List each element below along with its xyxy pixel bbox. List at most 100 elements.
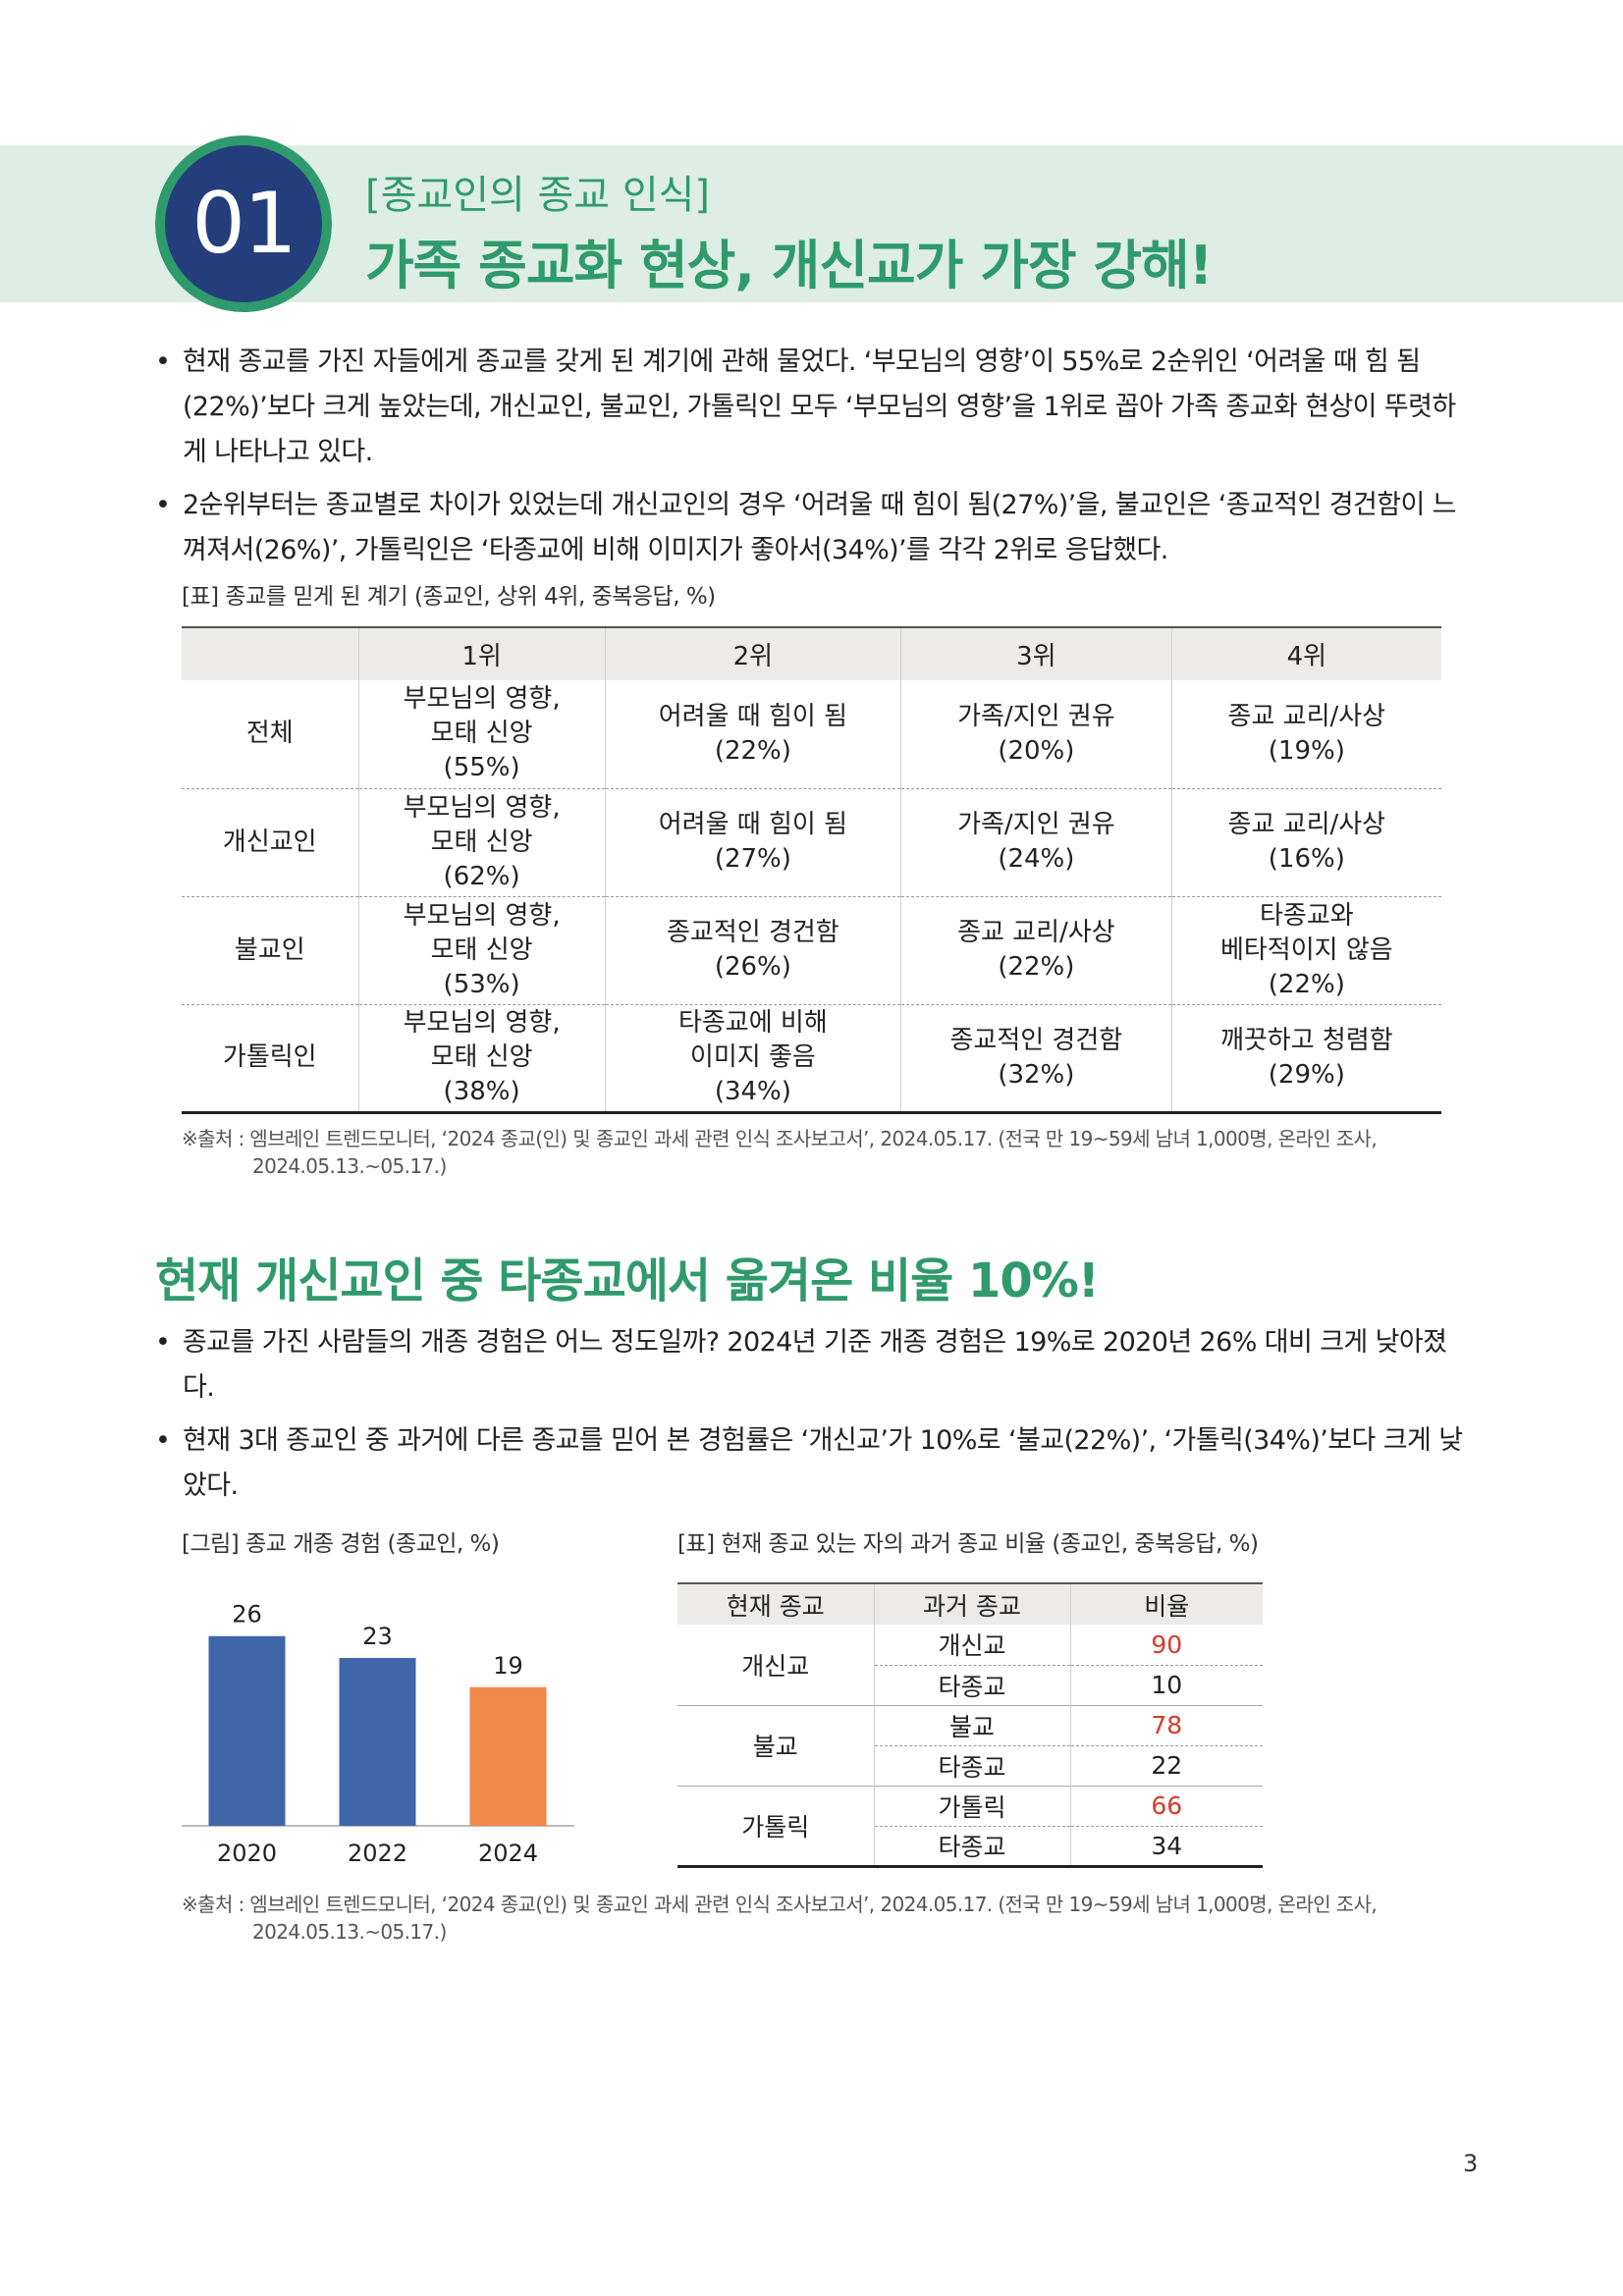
past-religion-cell: 개신교 <box>873 1625 1070 1665</box>
group-label: 불교 <box>677 1704 874 1786</box>
bullet-item: • 현재 종교를 가진 자들에게 종교를 갖게 된 계기에 관해 물었다. ‘부모… <box>155 340 1471 475</box>
ratio-cell: 34 <box>1069 1825 1263 1866</box>
cell-line: 모태 신앙 <box>430 827 533 857</box>
bullet-item: • 종교를 가진 사람들의 개종 경험은 어느 정도일까? 2024년 기준 개종… <box>155 1320 1471 1411</box>
table-cell: 부모님의 영향, 모태 신앙 (38%) <box>357 1003 606 1112</box>
table-header-cell <box>182 627 358 680</box>
source-line: 2024.05.13.~05.17.) <box>252 1154 447 1178</box>
table-cell: 종교 교리/사상 (19%) <box>1170 680 1441 788</box>
table-row: 불교 불교 78 <box>677 1704 1263 1786</box>
cell-line: 깨끗하고 청렴함 <box>1219 1025 1393 1055</box>
past-religion-cell: 불교 <box>873 1704 1070 1745</box>
cell-line: 타종교와 <box>1259 900 1354 931</box>
cell-line: (34%) <box>714 1077 791 1106</box>
cell-line: 종교적인 경건함 <box>667 918 839 947</box>
cell-line: (22%) <box>1268 969 1345 999</box>
table-row: 불교인 부모님의 영향, 모태 신앙 (53%) 종교적인 경건함 (26%) 종교 교리/… <box>182 895 1441 1004</box>
chart-caption: [그림] 종교 개종 경험 (종교인, %) <box>182 1531 500 1557</box>
bullet-item: • 현재 3대 종교인 중 과거에 다른 종교를 믿어 본 경험률은 ‘개신교’가… <box>155 1418 1471 1509</box>
table2-caption: [표] 현재 종교 있는 자의 과거 종교 비율 (종교인, 중복응답, %) <box>677 1531 1259 1557</box>
cell-line: 종교 교리/사상 <box>1227 701 1386 731</box>
source-note: ※출처 : 엠브레인 트렌드모니터, ‘2024 종교(인) 및 종교인 과세 … <box>182 1125 1378 1180</box>
cell-line: (20%) <box>998 735 1075 766</box>
cell-line: 부모님의 영향, <box>403 1008 561 1038</box>
table-row: 전체 부모님의 영향, 모태 신앙 (55%) 어려울 때 힘이 됨 (22%) 가족/지인… <box>182 680 1441 788</box>
bullet-text: 현재 3대 종교인 중 과거에 다른 종교를 믿어 본 경험률은 ‘개신교’가 … <box>183 1425 1463 1501</box>
ratio-cell: 22 <box>1069 1744 1263 1786</box>
table-header-cell: 과거 종교 <box>873 1583 1070 1625</box>
table-cell: 어려울 때 힘이 됨 (22%) <box>604 680 901 788</box>
table-header-row: 현재 종교 과거 종교 비율 <box>677 1583 1263 1625</box>
cell-line: 종교 교리/사상 <box>957 918 1115 947</box>
cell-line: (62%) <box>443 861 520 891</box>
source-line: ※출처 : 엠브레인 트렌드모니터, ‘2024 종교(인) 및 종교인 과세 … <box>182 1127 1378 1150</box>
past-religion-cell: 타종교 <box>873 1744 1070 1786</box>
table-row: 개신교 개신교 90 <box>677 1625 1263 1681</box>
bar-2022 <box>339 1658 416 1826</box>
table-header-cell: 1위 <box>357 627 606 680</box>
cell-line: (32%) <box>998 1059 1075 1090</box>
source-line: ※출처 : 엠브레인 트렌드모니터, ‘2024 종교(인) 및 종교인 과세 … <box>182 1893 1378 1916</box>
cell-line: (27%) <box>714 844 791 874</box>
row-label: 전체 <box>245 719 294 749</box>
cell-line: 모태 신앙 <box>430 719 533 749</box>
cell-line: (26%) <box>714 952 791 982</box>
motive-table: 1위 2위 3위 4위 전체 부모님의 영향, 모태 신앙 (55%) 어려울 때 힘이… <box>182 626 1441 1114</box>
past-religion-cell: 타종교 <box>873 1664 1070 1705</box>
table-cell: 깨끗하고 청렴함 (29%) <box>1170 1003 1441 1112</box>
ratio-cell: 78 <box>1069 1704 1263 1745</box>
table-cell: 종교 교리/사상 (22%) <box>900 895 1172 1004</box>
cell-line: 가족/지인 권유 <box>957 701 1115 731</box>
source-note: ※출처 : 엠브레인 트렌드모니터, ‘2024 종교(인) 및 종교인 과세 … <box>182 1891 1378 1946</box>
cell-line: (53%) <box>443 969 520 999</box>
table-cell: 부모님의 영향, 모태 신앙 (62%) <box>357 787 606 896</box>
cell-line: 종교적인 경건함 <box>949 1025 1123 1055</box>
table-header-cell: 비율 <box>1069 1583 1263 1625</box>
bullet-dot-icon: • <box>155 1327 171 1358</box>
cell-line: 어려울 때 힘이 됨 <box>658 810 847 839</box>
past-religion-cell: 가톨릭 <box>873 1785 1070 1826</box>
bar-2024 <box>469 1686 547 1826</box>
cell-line: (38%) <box>443 1077 520 1106</box>
conversion-bar-chart: 26 2020 23 2022 19 2024 <box>182 1601 574 1867</box>
past-religion-cell: 타종교 <box>873 1825 1070 1866</box>
cell-line: (55%) <box>443 753 520 783</box>
group-label: 가톨릭 <box>677 1785 874 1866</box>
source-line: 2024.05.13.~05.17.) <box>252 1920 447 1944</box>
bullet-dot-icon: • <box>155 347 171 377</box>
section2-headline: 현재 개신교인 중 타종교에서 옮겨온 비율 10%! <box>155 1254 1100 1308</box>
cell-line: (16%) <box>1268 844 1345 874</box>
table-row: 가톨릭 가톨릭 66 <box>677 1785 1263 1866</box>
x-tick-label: 2020 <box>217 1840 277 1867</box>
cell-line: 부모님의 영향, <box>403 900 561 931</box>
table-cell: 타종교와 베타적이지 않음 (22%) <box>1170 895 1441 1004</box>
table-cell: 어려울 때 힘이 됨 (27%) <box>604 787 901 896</box>
cell-line: 타종교에 비해 <box>677 1008 828 1038</box>
section-kicker: [종교인의 종교 인식] <box>365 173 711 218</box>
data-label: 19 <box>493 1652 523 1680</box>
row-label: 가톨릭인 <box>182 1003 358 1112</box>
table-row: 타종교 34 <box>677 1825 1263 1866</box>
cell-line: 모태 신앙 <box>430 934 533 965</box>
table-cell: 종교적인 경건함 (32%) <box>900 1003 1172 1112</box>
group-label: 개신교 <box>741 1651 810 1681</box>
table-cell: 가족/지인 권유 (20%) <box>900 680 1172 788</box>
x-tick-label: 2022 <box>348 1840 407 1867</box>
cell-line: (22%) <box>998 952 1075 982</box>
bullet-text: 2순위부터는 종교별로 차이가 있었는데 개신교인의 경우 ‘어려울 때 힘이 … <box>183 490 1457 565</box>
cell-line: 이미지 좋음 <box>689 1042 816 1072</box>
table-header-row: 1위 2위 3위 4위 <box>182 627 1441 680</box>
bar-2020 <box>208 1635 286 1826</box>
table-row: 타종교 10 <box>677 1664 1263 1705</box>
cell-line: 모태 신앙 <box>430 1042 533 1072</box>
cell-line: 가족/지인 권유 <box>957 810 1115 839</box>
cell-line: 부모님의 영향, <box>403 792 561 823</box>
ratio-cell: 66 <box>1069 1785 1263 1826</box>
ratio-cell: 90 <box>1069 1625 1263 1665</box>
table-header-cell: 현재 종교 <box>677 1583 874 1625</box>
table-cell: 종교 교리/사상 (16%) <box>1170 787 1441 896</box>
table-cell: 부모님의 영향, 모태 신앙 (53%) <box>357 895 606 1004</box>
row-label: 개신교인 <box>182 787 358 896</box>
section1-bullet-list: • 현재 종교를 가진 자들에게 종교를 갖게 된 계기에 관해 물었다. ‘부모… <box>155 340 1471 581</box>
